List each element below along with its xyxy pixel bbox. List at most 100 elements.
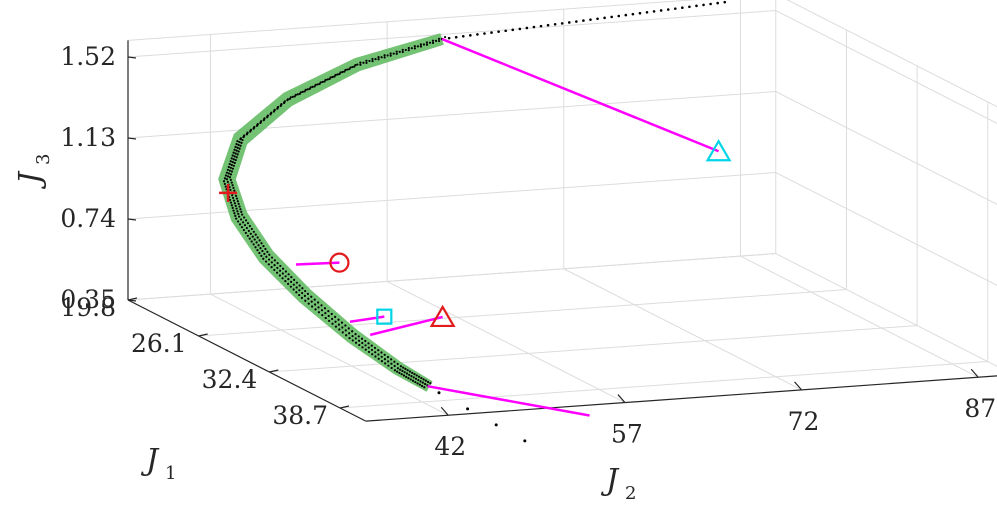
sample-point <box>659 9 663 12</box>
band-point <box>404 48 407 52</box>
sample-point <box>532 25 536 29</box>
band-point <box>249 232 252 235</box>
j1-axis-line <box>127 299 367 422</box>
band-point <box>383 358 387 361</box>
j3-axis-label-subscript: 3 <box>33 154 54 165</box>
j1-axis-label-letter: J <box>140 443 160 478</box>
band-point <box>242 216 246 219</box>
band-point <box>238 140 241 144</box>
band-point <box>351 335 354 338</box>
band-point <box>239 144 242 147</box>
band-point <box>230 157 233 160</box>
band-point <box>407 49 410 52</box>
band-point <box>296 93 299 96</box>
band-point <box>317 311 321 314</box>
band-point <box>321 314 324 317</box>
band-point <box>377 56 380 59</box>
band-point <box>409 378 412 381</box>
band-point <box>354 63 357 67</box>
band-point <box>407 46 410 50</box>
band-point <box>251 235 254 238</box>
band-point <box>233 212 236 215</box>
band-point <box>314 308 317 311</box>
band-point <box>284 279 287 283</box>
band-point <box>414 380 417 384</box>
band-point <box>334 73 337 77</box>
band-point <box>267 258 271 261</box>
band-point <box>253 238 256 241</box>
band-point <box>268 253 271 256</box>
grid-line-floor-j1 <box>339 361 988 409</box>
band-point <box>236 210 239 213</box>
band-point <box>276 266 279 270</box>
band-point <box>248 237 251 240</box>
band-point <box>331 322 334 325</box>
band-point <box>258 251 261 255</box>
band-point <box>254 233 257 236</box>
band-point <box>341 331 344 334</box>
band-point <box>351 330 354 333</box>
j1-tick-label: 38.7 <box>272 401 328 430</box>
band-point <box>431 41 435 44</box>
band-point <box>291 95 294 98</box>
band-point <box>284 275 287 278</box>
band-point <box>306 88 309 91</box>
band-point <box>238 147 241 150</box>
band-point <box>405 372 409 375</box>
band-point <box>295 281 298 284</box>
band-point <box>377 357 380 360</box>
sample-point <box>447 36 451 40</box>
band-point <box>229 166 232 169</box>
band-point <box>360 337 364 340</box>
band-point <box>425 41 429 44</box>
grid-lines <box>127 0 997 416</box>
sample-points <box>437 0 727 443</box>
band-point <box>341 326 344 329</box>
band-point <box>422 378 425 381</box>
band-point <box>356 63 359 66</box>
band-point <box>229 178 232 182</box>
band-point <box>264 247 267 251</box>
band-point <box>364 348 367 351</box>
band-point <box>301 287 304 290</box>
sample-point <box>645 11 649 14</box>
band-point <box>413 47 416 50</box>
band-point <box>331 75 334 79</box>
band-point <box>386 356 390 359</box>
band-point <box>232 164 235 167</box>
band-point <box>263 252 266 255</box>
sample-point <box>617 14 621 18</box>
band-point <box>233 161 236 165</box>
band-point <box>304 88 307 91</box>
band-point <box>405 375 408 378</box>
band-point <box>371 353 374 356</box>
band-point <box>416 382 419 385</box>
band-point <box>377 353 380 356</box>
triangle-marker <box>429 304 456 328</box>
band-point <box>419 43 422 46</box>
band-point <box>331 317 334 320</box>
band-point <box>234 152 237 155</box>
band-point <box>287 282 290 285</box>
band-point <box>262 118 265 122</box>
band-point <box>390 358 393 361</box>
band-point <box>424 379 427 382</box>
band-point <box>255 241 258 244</box>
j2-tick-mark <box>440 406 449 416</box>
band-point <box>262 257 265 260</box>
band-point <box>304 299 307 302</box>
band-point <box>412 376 415 379</box>
band-point <box>231 154 234 157</box>
j1-tick-label: 32.4 <box>202 365 258 394</box>
band-point <box>228 198 232 202</box>
j1-tick-label: 19.8 <box>60 293 116 322</box>
band-point <box>236 140 239 143</box>
band-point <box>393 364 396 368</box>
band-point <box>418 383 421 386</box>
band-point <box>426 380 430 384</box>
band-point <box>282 101 286 105</box>
band-point <box>233 148 236 151</box>
band-point <box>226 168 229 171</box>
band-point <box>245 133 248 136</box>
band-point <box>395 52 398 55</box>
